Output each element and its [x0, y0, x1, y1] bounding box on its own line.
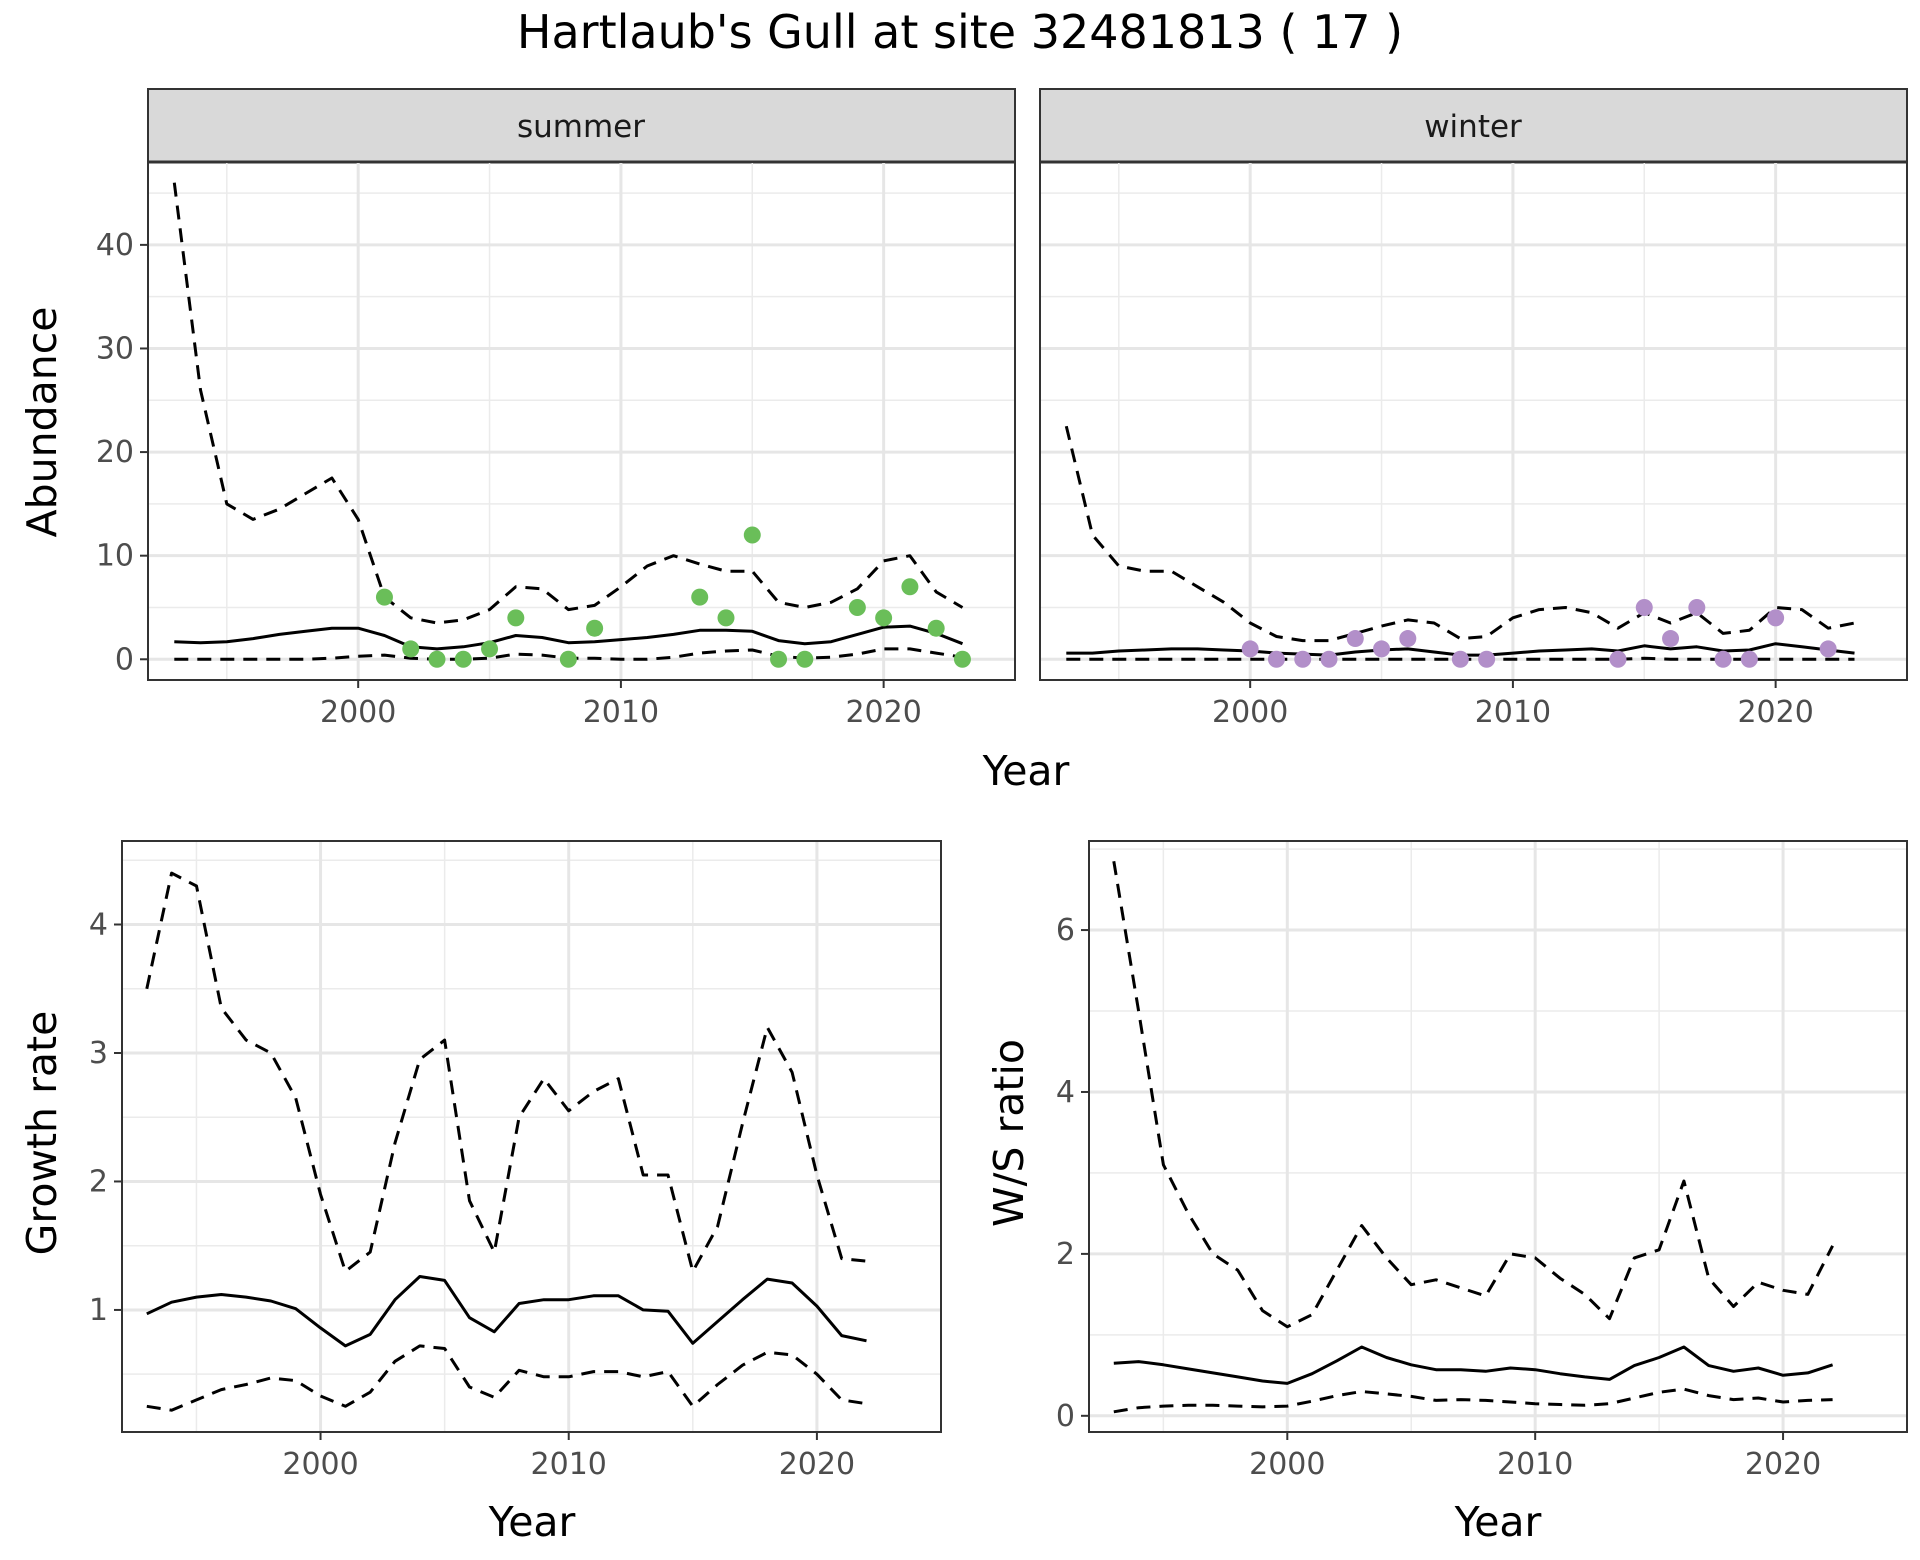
summer-panel-border	[147, 161, 1016, 681]
winter-x-tick-label: 2010	[1475, 695, 1551, 730]
winter-data-point	[1320, 650, 1338, 668]
y-axis-title-abundance: Abundance	[18, 307, 66, 538]
winter-x-tick-label: 2000	[1212, 695, 1288, 730]
winter-data-point	[1267, 650, 1285, 668]
growth-gridlines	[122, 841, 942, 1432]
summer-abundance-panel: summer Abundance 2000 2010 2020 0 10 20 30 40	[18, 88, 1016, 730]
summer-data-point	[848, 598, 866, 616]
ws-x-tick-label: 2020	[1745, 1447, 1821, 1482]
ws-y-tick-label: 4	[1056, 1075, 1075, 1110]
summer-y-tick-label: 30	[96, 331, 134, 366]
winter-data-point	[1819, 640, 1837, 658]
strip-winter	[1039, 88, 1908, 163]
winter-x-tick-label: 2020	[1737, 695, 1813, 730]
growth-lower-line	[146, 1344, 867, 1412]
y-axis-title-ws-ratio: W/S ratio	[985, 1039, 1033, 1227]
growth-rate-panel: Growth rate Year 2000 2010 2020 1 2 3 4	[18, 840, 942, 1546]
strip-winter-label: winter	[1424, 109, 1522, 145]
growth-y-tick-label: 4	[89, 908, 108, 943]
x-axis-title-ws-ratio: Year	[1454, 1498, 1542, 1546]
ws-ratio-panel: W/S ratio Year 2000 2010 2020 0 2 4 6	[985, 840, 1908, 1546]
summer-data-point	[927, 619, 945, 637]
winter-gridlines	[1040, 162, 1908, 680]
winter-data-point	[1767, 609, 1785, 627]
winter-data-point	[1740, 650, 1758, 668]
summer-x-tick-label: 2010	[583, 695, 659, 730]
summer-y-tick-label: 10	[96, 539, 134, 574]
ws-panel-border	[1088, 840, 1908, 1433]
growth-y-tick-label: 2	[89, 1164, 108, 1199]
winter-data-point	[1399, 630, 1417, 648]
growth-upper-line	[145, 871, 867, 1273]
ws-y-tick-label: 6	[1056, 913, 1075, 948]
ws-lower-line	[1113, 1387, 1833, 1414]
summer-data-point	[875, 609, 893, 627]
summer-data-point	[743, 526, 761, 544]
winter-panel-border	[1039, 161, 1908, 681]
strip-summer	[147, 88, 1016, 163]
summer-data-point	[717, 609, 735, 627]
winter-data-point	[1635, 598, 1653, 616]
growth-x-tick-label: 2000	[282, 1447, 358, 1482]
winter-data-point	[1451, 650, 1469, 668]
growth-x-tick-label: 2020	[779, 1447, 855, 1482]
growth-y-tick-label: 3	[89, 1036, 108, 1071]
ws-gridlines	[1089, 841, 1908, 1432]
chart-title: Hartlaub's Gull at site 32481813 ( 17 )	[517, 5, 1403, 59]
summer-data-point	[796, 650, 814, 668]
summer-data-point	[901, 578, 919, 596]
summer-data-point	[559, 650, 577, 668]
ws-x-tick-label: 2010	[1497, 1447, 1573, 1482]
growth-x-tick-label: 2010	[531, 1447, 607, 1482]
summer-data-point	[375, 588, 393, 606]
growth-panel-border	[121, 840, 942, 1433]
winter-data-point	[1478, 650, 1496, 668]
summer-x-tick-label: 2020	[845, 695, 921, 730]
winter-data-point	[1714, 650, 1732, 668]
strip-summer-label: summer	[517, 109, 645, 145]
growth-mean-line	[146, 1275, 867, 1348]
summer-x-tick-label: 2000	[320, 695, 396, 730]
summer-data-point	[481, 640, 499, 658]
x-axis-title-growth-rate: Year	[488, 1498, 576, 1546]
winter-data-point	[1662, 630, 1680, 648]
winter-data-point	[1294, 650, 1312, 668]
summer-data-point	[507, 609, 525, 627]
summer-mean-line	[174, 624, 964, 651]
summer-data-point	[402, 640, 420, 658]
winter-abundance-panel: winter 2000 2010 2020	[1039, 88, 1908, 730]
winter-data-point	[1346, 630, 1364, 648]
summer-data-point	[586, 619, 604, 637]
ws-y-tick-label: 2	[1056, 1237, 1075, 1272]
ws-upper-line	[1112, 860, 1834, 1329]
ws-mean-line	[1113, 1345, 1834, 1385]
summer-gridlines	[148, 162, 1016, 680]
winter-data-point	[1373, 640, 1391, 658]
summer-data-point	[428, 650, 446, 668]
winter-upper-line	[1064, 425, 1855, 643]
summer-upper-line	[172, 182, 964, 625]
summer-data-point	[953, 650, 971, 668]
summer-data-point	[691, 588, 709, 606]
winter-data-point	[1688, 598, 1706, 616]
winter-data-point	[1609, 650, 1627, 668]
summer-y-tick-label: 20	[96, 435, 134, 470]
summer-data-point	[454, 650, 472, 668]
summer-y-tick-label: 0	[115, 642, 134, 677]
ws-y-tick-label: 0	[1056, 1399, 1075, 1434]
summer-y-tick-label: 40	[96, 228, 134, 263]
growth-y-tick-label: 1	[89, 1293, 108, 1328]
ws-x-tick-label: 2000	[1249, 1447, 1325, 1482]
y-axis-title-growth-rate: Growth rate	[18, 1011, 66, 1256]
winter-data-point	[1241, 640, 1259, 658]
summer-data-point	[770, 650, 788, 668]
x-axis-title-top: Year	[982, 747, 1070, 795]
